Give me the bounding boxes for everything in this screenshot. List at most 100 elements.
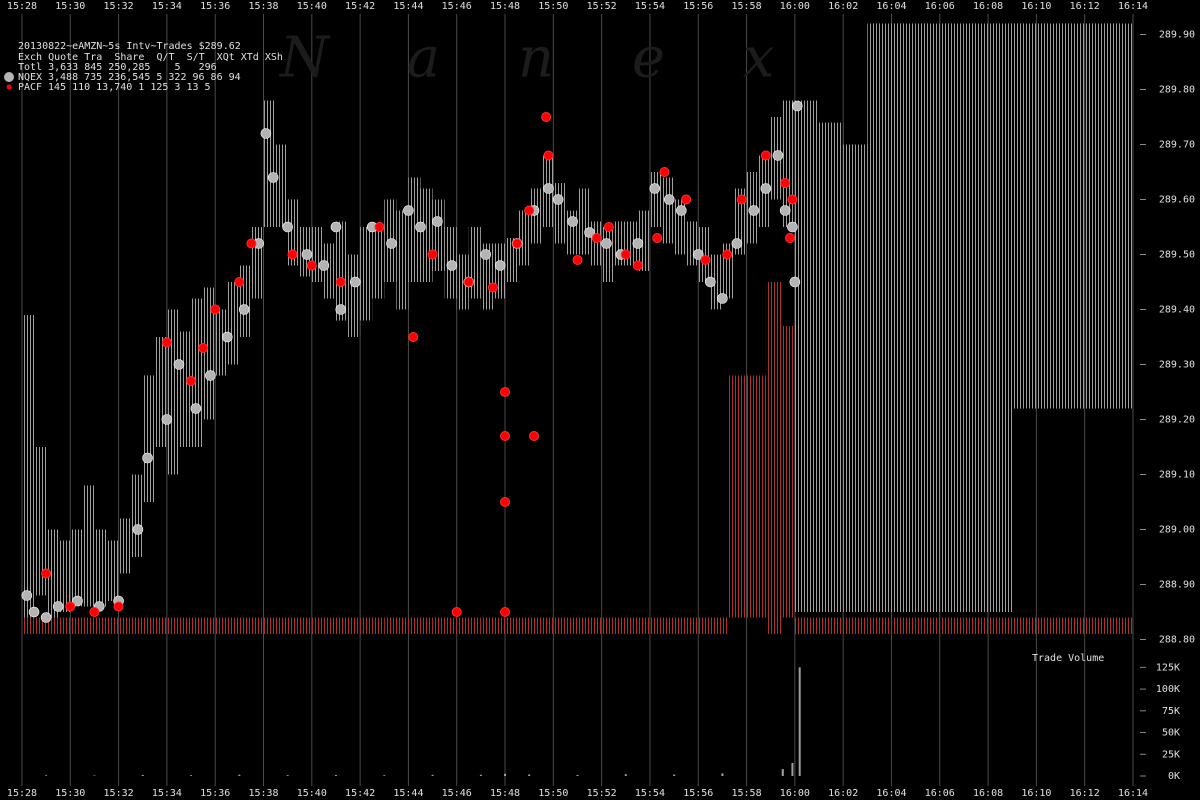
- trade-dot: [632, 260, 643, 271]
- quote-range: [649, 617, 675, 634]
- x-tick-label: 16:12: [1070, 1, 1100, 12]
- quote-range: [191, 298, 204, 447]
- volume-bar: [721, 773, 724, 776]
- x-tick-label: 16:08: [973, 788, 1003, 799]
- y-tick-label: 100K: [1156, 684, 1180, 695]
- quote-range: [891, 23, 916, 612]
- trade-dot: [52, 601, 64, 612]
- quote-range: [553, 183, 566, 244]
- quote-range: [348, 254, 361, 337]
- quote-range: [432, 199, 445, 271]
- volume-bar: [286, 775, 289, 776]
- trade-dot: [65, 601, 76, 612]
- volume-bar: [190, 775, 193, 776]
- quote-range: [1084, 617, 1109, 634]
- x-tick-label: 15:48: [490, 1, 520, 12]
- trade-dot: [584, 227, 595, 238]
- trade-dot: [41, 568, 52, 579]
- trade-dot: [500, 387, 511, 397]
- trade-dot: [760, 150, 771, 161]
- trade-dot: [529, 431, 540, 441]
- trade-dot: [260, 128, 272, 139]
- x-tick-label: 15:38: [248, 788, 278, 799]
- quote-range: [166, 617, 192, 634]
- x-tick-label: 16:06: [925, 1, 955, 12]
- quote-range: [505, 238, 518, 282]
- quote-range: [70, 617, 95, 634]
- quote-range: [649, 172, 663, 227]
- volume-bar: [781, 769, 784, 776]
- quote-range: [203, 287, 216, 420]
- trade-dot: [301, 249, 313, 260]
- trade-dot: [652, 233, 663, 243]
- quote-range: [372, 227, 385, 299]
- trade-dot: [789, 276, 801, 288]
- quote-range: [480, 243, 493, 310]
- quote-range: [1108, 23, 1133, 409]
- y-tick-label: 125K: [1156, 662, 1180, 673]
- quote-range: [794, 617, 820, 634]
- trade-dot: [572, 255, 583, 265]
- trade-dot: [692, 249, 704, 260]
- header-title: 20130822~eAMZN~5s Intv~Trades $289.62: [18, 41, 241, 52]
- trade-dot: [760, 183, 772, 194]
- x-tick-label: 16:14: [1118, 1, 1148, 12]
- x-tick-label: 15:54: [635, 788, 665, 799]
- x-tick-label: 15:40: [297, 788, 327, 799]
- quote-range: [311, 227, 324, 282]
- trade-dot: [21, 590, 33, 601]
- trade-dot: [736, 194, 747, 205]
- legend-stats: 3,488 735 236,545 5 322 96 86 94: [48, 72, 241, 83]
- quote-range: [1036, 617, 1061, 634]
- trade-dot: [552, 194, 564, 205]
- volume-bar: [334, 775, 337, 776]
- quote-range: [1108, 617, 1133, 634]
- x-tick-label: 15:44: [393, 1, 423, 12]
- quote-range: [142, 617, 167, 634]
- trade-dot: [480, 249, 492, 260]
- quote-range: [420, 188, 433, 282]
- quote-range: [577, 617, 602, 634]
- quote-range: [130, 474, 143, 557]
- x-tick-label: 16:00: [780, 1, 810, 12]
- y-tick-label: 289.00: [1159, 525, 1195, 536]
- quote-range: [1060, 23, 1085, 409]
- trade-dot: [234, 277, 245, 287]
- x-tick-label: 15:32: [104, 788, 134, 799]
- trade-dot: [89, 607, 100, 617]
- volume-bar: [791, 762, 794, 776]
- trade-dot: [132, 524, 144, 535]
- quote-range: [456, 254, 469, 310]
- x-tick-label: 15:54: [635, 1, 665, 12]
- quote-range: [58, 540, 71, 612]
- volume-bar: [93, 775, 96, 776]
- trade-dot: [374, 222, 385, 232]
- quote-range: [505, 617, 530, 634]
- quote-range: [1084, 23, 1109, 409]
- quote-range: [432, 617, 457, 634]
- x-tick-label: 15:58: [732, 788, 762, 799]
- y-tick-label: 289.20: [1159, 415, 1195, 426]
- trade-dot: [186, 376, 197, 386]
- quote-range: [517, 210, 530, 266]
- quote-range: [154, 337, 167, 447]
- trade-dot: [306, 260, 317, 271]
- y-tick-label: 25K: [1162, 749, 1180, 760]
- trade-dot: [543, 183, 554, 194]
- quote-range: [215, 309, 228, 376]
- x-tick-label: 15:48: [490, 788, 520, 799]
- y-tick-label: 289.70: [1159, 140, 1195, 151]
- quote-range: [34, 447, 47, 596]
- trade-dot: [190, 403, 202, 414]
- trade-dot: [780, 178, 791, 188]
- trade-dot: [408, 332, 419, 342]
- quote-range: [335, 617, 361, 634]
- quote-range: [553, 617, 578, 634]
- trade-dot: [500, 607, 511, 617]
- x-tick-label: 16:12: [1070, 788, 1100, 799]
- quote-range: [166, 309, 179, 475]
- volume-bar: [238, 774, 241, 776]
- x-tick-label: 15:28: [7, 788, 37, 799]
- quote-range: [915, 23, 940, 612]
- x-tick-label: 15:46: [442, 1, 472, 12]
